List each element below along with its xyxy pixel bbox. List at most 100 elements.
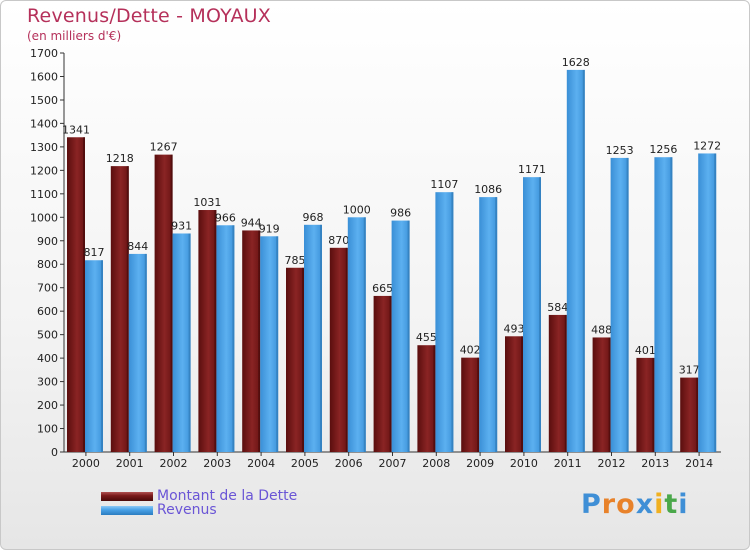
data-label-dette: 870 [328,234,349,247]
logo-letter: i [678,489,689,520]
bar-dette [680,377,699,452]
bar-revenus [260,236,279,452]
data-label-dette: 488 [591,323,612,336]
bar-dette-edge [608,337,611,452]
y-tick-label: 500 [37,329,58,342]
bar-revenus-edge [582,69,585,452]
bar-dette [373,295,392,452]
y-tick-label: 1600 [30,70,58,83]
bar-revenus [479,197,498,452]
data-label-dette: 1341 [62,123,90,136]
bar-revenus-edge [101,260,103,452]
bar-revenus-edge [714,153,717,453]
bar-dette [67,137,85,453]
bar-dette-edge [258,230,261,452]
x-tick-label: 2009 [466,457,494,470]
data-label-dette: 401 [635,344,656,357]
bar-dette [110,166,129,452]
y-tick-label: 1200 [30,164,58,177]
data-label-dette: 785 [285,254,306,267]
bar-revenus [128,253,147,452]
data-label-dette: 402 [460,344,481,357]
bar-dette [505,336,523,452]
bar-revenus-edge [495,197,498,452]
bar-dette-edge [696,377,699,452]
data-label-revenus: 817 [84,246,105,259]
x-tick-label: 2005 [291,457,319,470]
bar-revenus [347,217,366,452]
y-tick-label: 1500 [30,94,58,107]
bar-revenus [435,192,454,452]
data-label-dette: 944 [241,216,262,229]
x-tick-label: 2004 [247,457,275,470]
data-label-revenus: 844 [127,240,148,253]
y-tick-label: 300 [37,376,58,389]
y-tick-label: 100 [37,423,58,436]
legend-swatch-dette [101,491,153,501]
bar-dette [417,345,436,452]
bar-revenus-edge [320,224,322,452]
data-label-revenus: 1171 [518,163,546,176]
data-label-dette: 1031 [193,196,221,209]
bar-dette-edge [302,267,304,452]
bar-revenus-edge [407,220,410,452]
data-label-dette: 1267 [150,141,178,154]
logo-letter: o [616,489,636,520]
bar-revenus [698,153,717,453]
x-tick-label: 2006 [335,457,363,470]
bar-revenus [523,177,541,452]
data-label-dette: 455 [416,331,437,344]
y-tick-label: 1400 [30,117,58,130]
bar-dette [154,154,173,453]
legend-swatch-revenus [101,505,153,515]
x-tick-label: 2014 [685,457,713,470]
legend-item-dette: Montant de la Dette [101,488,298,504]
data-label-revenus: 1256 [649,143,677,156]
bar-dette-edge [126,166,129,452]
bar-revenus-edge [451,192,454,452]
logo-letter: t [664,489,679,520]
logo-letter: i [654,489,665,520]
bar-revenus-edge [626,157,629,453]
data-label-dette: 493 [504,322,525,335]
x-tick-label: 2000 [72,457,100,470]
x-tick-label: 2013 [641,457,669,470]
data-label-revenus: 1628 [562,56,590,69]
x-tick-label: 2007 [379,457,407,470]
data-label-dette: 584 [547,301,568,314]
chart-title: Revenus/Dette - MOYAUX [27,5,271,27]
y-tick-label: 1700 [30,47,58,60]
data-label-dette: 665 [372,282,393,295]
chart-subtitle: (en milliers d'€) [27,29,122,43]
bar-dette [636,357,655,452]
proxiti-logo: Proxiti [581,489,689,520]
data-label-revenus: 968 [303,211,324,224]
y-tick-label: 1000 [30,211,58,224]
bar-revenus-edge [144,253,147,452]
data-label-revenus: 1272 [693,139,721,152]
logo-letter: P [581,489,602,520]
x-tick-label: 2001 [116,457,144,470]
logo-letter: r [601,489,617,520]
legend-label-revenus: Revenus [157,502,217,518]
y-tick-label: 900 [37,235,58,248]
bar-revenus [566,69,585,452]
legend-label-dette: Montant de la Dette [157,488,298,504]
bar-revenus [216,225,235,452]
bar-revenus-edge [539,177,541,452]
bar-dette [548,314,567,452]
bar-dette-edge [433,345,436,452]
bar-dette-edge [521,336,523,452]
bar-dette-edge [652,357,655,452]
y-tick-label: 200 [37,399,58,412]
bar-dette [329,247,348,452]
legend-item-revenus: Revenus [101,502,217,518]
data-label-revenus: 919 [259,222,280,235]
bar-revenus-edge [276,236,279,452]
x-tick-label: 2003 [203,457,231,470]
y-tick-label: 700 [37,282,58,295]
data-label-revenus: 1086 [474,183,502,196]
x-tick-label: 2011 [554,457,582,470]
bar-dette-edge [345,247,348,452]
